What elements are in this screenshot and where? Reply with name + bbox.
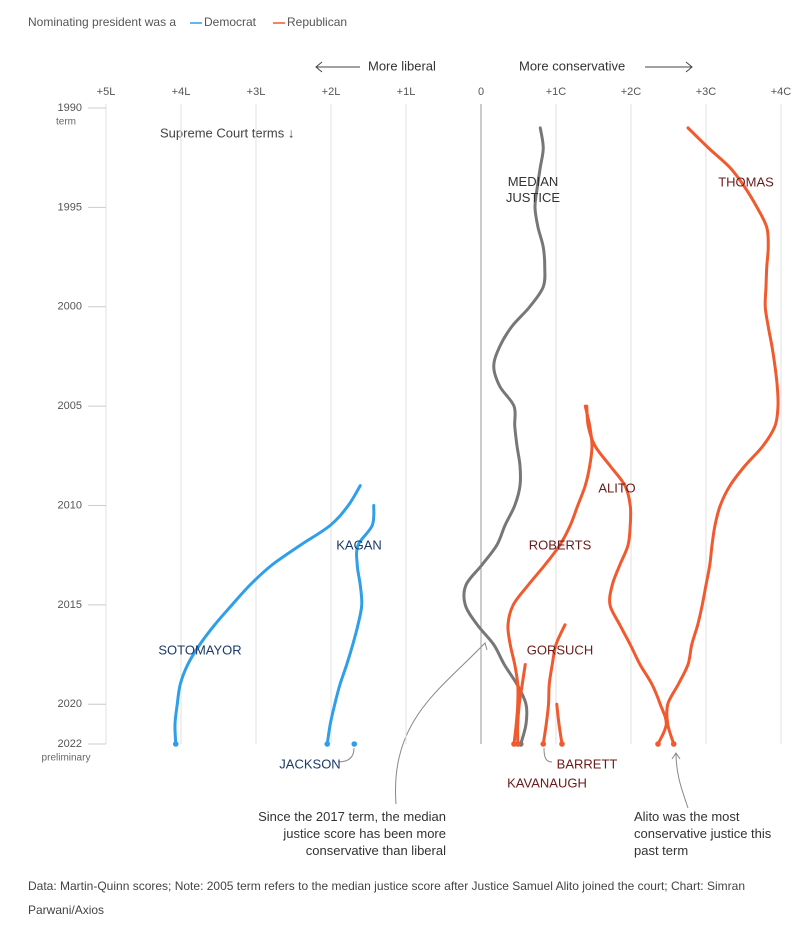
y-tick-label: 1990 [58,102,82,114]
series-label: ROBERTS [529,537,592,552]
end-dot [514,741,521,747]
arrow [315,61,360,73]
end-dot [559,741,565,747]
series-line [506,404,594,746]
x-tick-label: +1L [397,86,416,98]
series-label: BARRETT [557,756,618,771]
series-line [541,623,567,746]
legend-label: Democrat [204,15,257,29]
end-dot [670,741,677,747]
series-line [665,126,780,746]
y-tick-note: term [56,117,76,128]
y-tick-label: 2005 [58,400,82,412]
end-dot [324,741,331,747]
footer: Data: Martin-Quinn scores; Note: 2005 te… [28,879,745,917]
end-dot [655,741,661,747]
series-line [585,404,668,746]
series-label: GORSUCH [527,642,593,657]
series-label: JACKSON [279,756,340,771]
y-tick-label: 1995 [58,201,82,213]
series-label: KAVANAUGH [507,775,587,790]
legend-label: Republican [287,15,347,29]
annotation-arrow [395,642,488,805]
series-line [462,126,547,746]
direction-label: More liberal [368,58,436,73]
x-tick-label: +3C [696,86,717,98]
end-dot [351,741,358,747]
series-label: KAGAN [336,537,382,552]
arrow [645,61,693,73]
y-tick-note: preliminary [42,753,91,764]
x-tick-label: +3L [247,86,266,98]
series-line [173,484,362,746]
x-tick-label: +5L [97,86,116,98]
end-dot [172,741,179,747]
series-label: THOMAS [718,174,774,189]
x-tick-label: +2L [322,86,341,98]
x-tick-label: 0 [478,86,484,98]
x-tick-label: +2C [621,86,642,98]
y-tick-label: 2020 [58,698,82,710]
y-tick-label: 2015 [58,599,82,611]
series-line [555,702,564,746]
x-tick-label: +4C [771,86,792,98]
series-line [325,504,376,746]
end-dot [540,741,547,747]
series-line [516,663,527,746]
annotation-arrow [671,752,689,809]
y-axis-label: Supreme Court terms ↓ [160,125,294,140]
annotation: Alito was the most conservative justice … [634,809,772,858]
series-label: SOTOMAYOR [158,642,241,657]
y-tick-label: 2010 [58,499,82,511]
x-tick-label: +1C [546,86,567,98]
series-label-text: MEDIAN JUSTICE [505,174,561,205]
label-leader [337,747,355,763]
direction-label: More conservative [519,58,625,73]
label-leader [543,747,553,763]
y-tick-label: 2022 [58,738,82,750]
annotation: Since the 2017 term, the median justice … [258,809,446,858]
series-label: MEDIAN JUSTICE [505,174,561,205]
x-tick-label: +4L [172,86,191,98]
y-tick-label: 2000 [58,301,82,313]
legend-title: Nominating president was a [28,15,176,29]
series-label: ALITO [598,480,635,495]
